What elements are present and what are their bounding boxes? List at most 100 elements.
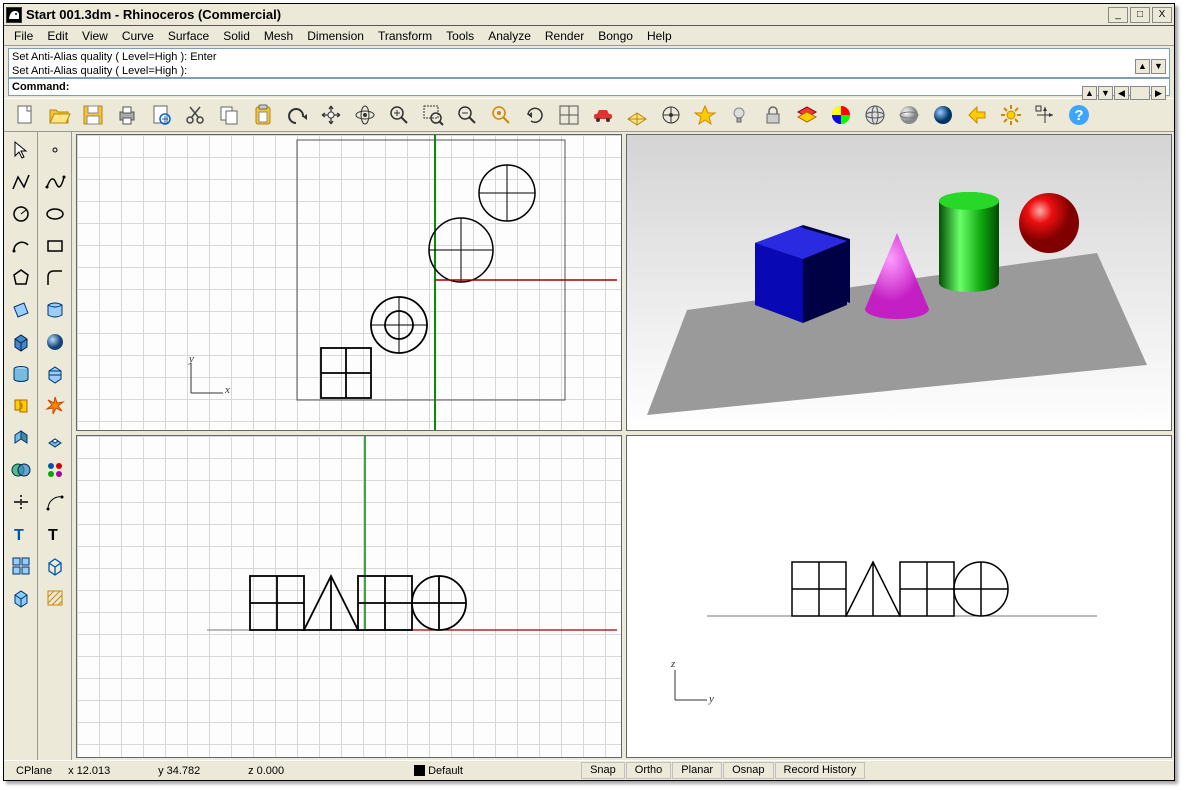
close-button[interactable]: X [1152, 7, 1172, 23]
sphere-icon[interactable] [40, 327, 70, 357]
cut-icon[interactable] [180, 100, 210, 130]
menu-mesh[interactable]: Mesh [258, 27, 299, 45]
four-view-icon[interactable] [554, 100, 584, 130]
puzzle-icon[interactable] [6, 391, 36, 421]
loft-icon[interactable] [40, 295, 70, 325]
t-icon[interactable]: T [40, 519, 70, 549]
menu-analyze[interactable]: Analyze [482, 27, 537, 45]
rect-icon[interactable] [40, 231, 70, 261]
shade-wire-icon[interactable] [860, 100, 890, 130]
menu-transform[interactable]: Transform [372, 27, 438, 45]
render-icon[interactable] [962, 100, 992, 130]
pan-icon[interactable] [316, 100, 346, 130]
menu-solid[interactable]: Solid [217, 27, 256, 45]
boolean-icon[interactable] [6, 455, 36, 485]
cplane-icon[interactable] [622, 100, 652, 130]
light-icon[interactable] [724, 100, 754, 130]
svg-text:T: T [48, 527, 58, 544]
status-bar: CPlane x 12.013 y 34.782 z 0.000 Default… [4, 760, 1174, 780]
trim-icon[interactable] [6, 487, 36, 517]
named-views-icon[interactable] [690, 100, 720, 130]
text-tool-icon[interactable]: T [6, 519, 36, 549]
menu-dimension[interactable]: Dimension [301, 27, 370, 45]
menu-file[interactable]: File [8, 27, 39, 45]
menu-tools[interactable]: Tools [440, 27, 480, 45]
maximize-button[interactable]: □ [1130, 7, 1150, 23]
named-cplane-icon[interactable] [656, 100, 686, 130]
axis-label-y2: y [709, 693, 714, 705]
arc-icon[interactable] [6, 231, 36, 261]
doc-props-icon[interactable] [146, 100, 176, 130]
help-icon[interactable]: ? [1064, 100, 1094, 130]
copy-icon[interactable] [214, 100, 244, 130]
layers-icon[interactable] [792, 100, 822, 130]
polygon-icon[interactable] [6, 263, 36, 293]
copy-array-icon[interactable] [6, 551, 36, 581]
shell-icon[interactable] [40, 423, 70, 453]
menu-surface[interactable]: Surface [162, 27, 215, 45]
status-btn-ortho[interactable]: Ortho [626, 762, 672, 779]
status-btn-planar[interactable]: Planar [672, 762, 722, 779]
point-icon[interactable] [40, 135, 70, 165]
status-btn-osnap[interactable]: Osnap [723, 762, 773, 779]
cylinder-srf-icon[interactable] [6, 359, 36, 389]
print-icon[interactable] [112, 100, 142, 130]
status-btn-snap[interactable]: Snap [581, 762, 625, 779]
viewport-front[interactable] [76, 435, 622, 758]
polyline-icon[interactable] [6, 167, 36, 197]
curve2-icon[interactable] [40, 199, 70, 229]
srfbox-icon[interactable] [40, 359, 70, 389]
group-dots-icon[interactable] [40, 455, 70, 485]
car-icon[interactable] [588, 100, 618, 130]
status-btn-record-history[interactable]: Record History [775, 762, 866, 779]
arc-dim-icon[interactable] [40, 487, 70, 517]
color-wheel-icon[interactable] [826, 100, 856, 130]
circle-icon[interactable] [6, 199, 36, 229]
cmd-scroll[interactable]: ▲▼◀▶ [1082, 86, 1166, 100]
open-file-icon[interactable] [44, 100, 74, 130]
lock-icon[interactable] [758, 100, 788, 130]
viewport-perspective[interactable] [626, 134, 1172, 431]
zoom-selected-icon[interactable] [486, 100, 516, 130]
menu-help[interactable]: Help [641, 27, 678, 45]
options-icon[interactable] [996, 100, 1026, 130]
cube-wire-icon[interactable] [40, 551, 70, 581]
svg-text:?: ? [1074, 107, 1083, 124]
minimize-button[interactable]: _ [1108, 7, 1128, 23]
explosion-icon[interactable] [40, 391, 70, 421]
history-scroll[interactable]: ▲▼ [1135, 59, 1166, 74]
menu-bongo[interactable]: Bongo [592, 27, 639, 45]
box-icon[interactable] [6, 327, 36, 357]
zoom-extents-icon[interactable] [452, 100, 482, 130]
zoom-window-icon[interactable] [418, 100, 448, 130]
menu-render[interactable]: Render [539, 27, 590, 45]
history-line: Set Anti-Alias quality ( Level=High ): [12, 64, 1166, 78]
menu-curve[interactable]: Curve [116, 27, 160, 45]
srf-plane-icon[interactable] [6, 295, 36, 325]
viewport-top[interactable]: y x [76, 134, 622, 431]
viewport-grid: y x [74, 132, 1174, 760]
fillet-curve-icon[interactable] [40, 263, 70, 293]
curve-icon[interactable] [40, 167, 70, 197]
hatch-icon[interactable] [40, 583, 70, 613]
move-uvn-icon[interactable] [1030, 100, 1060, 130]
command-prompt[interactable]: Command: [8, 78, 1170, 96]
paste-icon[interactable] [248, 100, 278, 130]
cube-view-icon[interactable] [6, 583, 36, 613]
axis-label-y: y [189, 353, 194, 365]
viewport-right[interactable]: z y [626, 435, 1172, 758]
pointer-icon[interactable] [6, 135, 36, 165]
status-cplane[interactable]: CPlane [10, 765, 58, 777]
status-layer[interactable]: Default [408, 765, 578, 777]
save-icon[interactable] [78, 100, 108, 130]
menu-view[interactable]: View [76, 27, 114, 45]
rotate-view-icon[interactable] [350, 100, 380, 130]
new-file-icon[interactable] [10, 100, 40, 130]
undo-view-icon[interactable] [520, 100, 550, 130]
undo-icon[interactable] [282, 100, 312, 130]
shade-ghost-icon[interactable] [894, 100, 924, 130]
menu-edit[interactable]: Edit [41, 27, 74, 45]
zoom-icon[interactable] [384, 100, 414, 130]
extrude-icon[interactable] [6, 423, 36, 453]
shade-render-icon[interactable] [928, 100, 958, 130]
